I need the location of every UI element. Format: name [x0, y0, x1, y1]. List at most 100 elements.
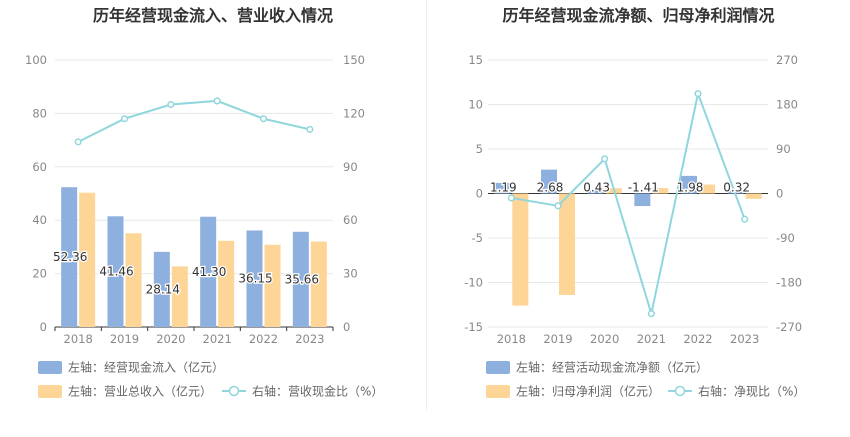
right-data-label: 1.19 [490, 181, 517, 195]
right-x-tick-label: 2019 [543, 332, 572, 346]
left-data-label: 35.66 [285, 272, 319, 286]
right-legend-marker [674, 385, 686, 397]
left-x-tick-label: 2023 [295, 332, 324, 346]
right-y-right-tick-label: 0 [776, 187, 783, 201]
left-line-point [167, 100, 175, 109]
right-legend-label: 左轴：归母净利润（亿元） [516, 384, 660, 399]
left-legend-marker [228, 385, 240, 397]
left-bar-series2 [79, 192, 96, 327]
right-line-series [511, 90, 746, 314]
left-data-label: 41.46 [99, 265, 133, 279]
left-x-tick-label: 2018 [64, 332, 93, 346]
left-y-right-tick-label: 90 [343, 160, 358, 174]
right-y-left-tick-label: -5 [472, 231, 483, 245]
right-bar-series2 [559, 193, 575, 295]
right-bar-series2 [652, 188, 669, 194]
right-x-tick-label: 2023 [730, 332, 759, 346]
left-line-point [306, 125, 314, 133]
left-y-left-tick-label: 80 [32, 106, 47, 120]
left-y-left-tick-label: 40 [32, 213, 47, 227]
right-data-label: 1.98 [677, 181, 704, 195]
left-y-left-tick-label: 20 [32, 267, 47, 281]
left-legend-swatch [38, 385, 62, 398]
left-y-left-tick-label: 60 [32, 160, 47, 174]
right-bar-series2 [745, 193, 762, 199]
left-data-label: 36.15 [238, 272, 272, 286]
left-y-right-tick-label: 0 [343, 320, 350, 334]
right-legend-label: 左轴：经营活动现金流净额（亿元） [516, 360, 708, 375]
right-legend-label: 右轴：净现比（%） [698, 384, 805, 399]
right-data-label: -1.41 [628, 181, 659, 195]
right-y-right-tick-label: 180 [776, 98, 798, 112]
right-bar-series1 [494, 182, 511, 194]
right-line-point [647, 310, 655, 318]
right-y-right-tick-label: -180 [776, 276, 802, 290]
right-y-right-tick-label: -90 [776, 231, 795, 245]
right-legend-swatch [486, 361, 510, 374]
right-line-point [554, 202, 562, 210]
right-y-left-tick-label: 5 [476, 142, 483, 156]
right-y-left-tick-label: 10 [468, 98, 483, 112]
right-y-left-tick-label: 15 [468, 53, 483, 67]
left-legend-label: 左轴：经营现金流入（亿元） [68, 360, 224, 375]
right-bar-series1 [587, 189, 604, 194]
left-legend-label: 左轴：营业总收入（亿元） [68, 384, 212, 399]
left-y-left-tick-label: 0 [40, 320, 47, 334]
left-bar-series1 [200, 216, 217, 327]
right-line-point [601, 155, 609, 163]
left-bar-series2 [218, 240, 235, 327]
right-bar-series1 [727, 190, 744, 194]
left-line-point [213, 97, 221, 105]
left-data-label: 28.14 [146, 282, 180, 296]
right-data-label: 0.32 [723, 181, 750, 195]
right-chart-title: 历年经营现金流净额、归母净利润情况 [502, 6, 775, 25]
left-bar-series2 [125, 233, 142, 327]
left-line-point [120, 115, 129, 123]
left-bar-series1 [61, 187, 78, 327]
right-line-point [507, 194, 515, 202]
right-x-tick-label: 2018 [497, 332, 526, 346]
left-x-tick-label: 2020 [156, 332, 185, 346]
left-line-point [74, 138, 82, 146]
left-legend-swatch [38, 361, 62, 374]
right-y-right-tick-label: 270 [776, 53, 798, 67]
left-bar-series2 [171, 266, 188, 327]
left-bar-series2 [264, 244, 281, 327]
right-y-right-tick-label: -270 [776, 320, 802, 334]
left-y-right-tick-label: 30 [343, 267, 358, 281]
left-bar-series1 [292, 231, 309, 327]
left-legend-label: 右轴：营收现金比（%） [252, 384, 383, 399]
left-x-tick-label: 2019 [110, 332, 139, 346]
right-x-tick-label: 2020 [590, 332, 619, 346]
right-bar-series1 [541, 169, 557, 194]
panel-divider [426, 0, 427, 410]
right-x-tick-label: 2021 [637, 332, 666, 346]
left-y-right-tick-label: 150 [343, 53, 365, 67]
left-line-point [259, 115, 268, 123]
left-chart-title: 历年经营现金流入、营业收入情况 [92, 6, 333, 25]
right-y-right-tick-label: 90 [776, 142, 791, 156]
left-y-right-tick-label: 60 [343, 213, 358, 227]
right-line-point [741, 215, 749, 223]
right-data-label: 2.68 [537, 181, 564, 195]
right-bar-series2 [699, 184, 715, 194]
right-data-label: 0.43 [583, 181, 610, 195]
left-data-label: 41.30 [192, 265, 226, 279]
right-bar-series2 [512, 193, 529, 306]
left-bar-series1 [246, 230, 263, 327]
right-x-tick-label: 2022 [683, 332, 712, 346]
right-bar-series1 [634, 193, 651, 207]
right-line-point [694, 90, 702, 98]
left-bar-series1 [153, 251, 170, 327]
right-y-left-tick-label: -15 [464, 320, 483, 334]
right-y-left-tick-label: 0 [476, 187, 483, 201]
left-line-series [77, 99, 311, 143]
right-legend-swatch [486, 385, 510, 398]
left-y-right-tick-label: 120 [343, 106, 365, 120]
left-bar-series1 [107, 216, 124, 327]
left-data-label: 52.36 [53, 250, 87, 264]
right-bar-series1 [681, 175, 697, 194]
left-bar-series2 [310, 241, 327, 327]
